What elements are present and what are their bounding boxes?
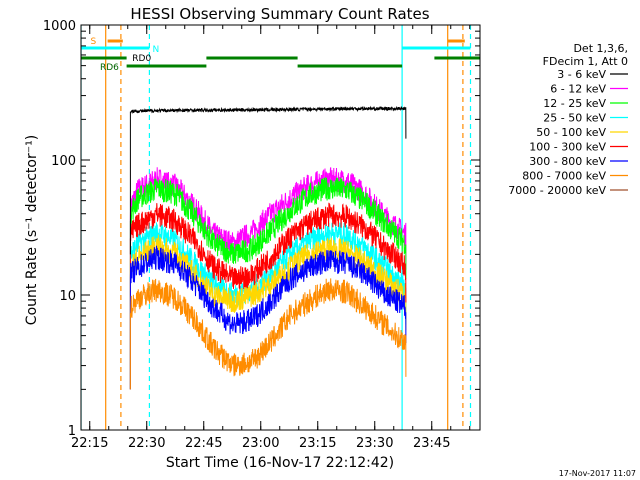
x-tick-label: 22:45 <box>185 436 222 451</box>
series-line-12-25keV <box>129 177 407 390</box>
x-tick-label: 23:30 <box>356 436 393 451</box>
footer-timestamp: 17-Nov-2017 11:07 <box>559 469 636 478</box>
series-line-800-7000keV <box>129 278 407 390</box>
legend-label: 800 - 7000 keV <box>522 170 606 183</box>
annotation-n: N <box>152 45 159 55</box>
x-tick-label: 22:30 <box>128 436 165 451</box>
legend-label: 6 - 12 keV <box>550 83 606 96</box>
y-tick-label: 100 <box>51 154 76 169</box>
legend-header: Det 1,3,6, <box>573 42 628 55</box>
x-tick-label: 22:15 <box>71 436 108 451</box>
legend-label: 100 - 300 keV <box>529 141 606 154</box>
legend-label: 300 - 800 keV <box>529 155 606 168</box>
x-tick-label: 23:00 <box>242 436 279 451</box>
x-tick-label: 23:45 <box>413 436 450 451</box>
annotation-rd6: RD6 <box>100 63 119 73</box>
y-tick-label: 1000 <box>43 19 76 34</box>
series-line-100-300keV <box>129 202 407 390</box>
annotation-s: S <box>91 37 97 47</box>
y-tick-label: 1 <box>68 424 76 439</box>
series-line-3-6keV <box>129 105 407 255</box>
y-axis-label: Count Rate (s⁻¹ detector⁻¹) <box>24 135 40 325</box>
legend-label: 3 - 6 keV <box>557 68 606 81</box>
legend-label: 25 - 50 keV <box>543 112 606 125</box>
x-tick-label: 23:15 <box>299 436 336 451</box>
legend-label: 7000 - 20000 keV <box>508 184 606 197</box>
legend-label: 12 - 25 keV <box>543 97 606 110</box>
x-axis-label: Start Time (16-Nov-17 22:12:42) <box>166 455 394 471</box>
y-tick-label: 10 <box>59 289 76 304</box>
series-line-300-800keV <box>129 245 407 390</box>
legend-header: FDecim 1, Att 0 <box>543 55 628 68</box>
plot-frame <box>80 24 481 431</box>
chart-title: HESSI Observing Summary Count Rates <box>130 5 429 23</box>
annotation-rd0: RD0 <box>132 54 151 64</box>
legend-label: 50 - 100 keV <box>536 126 606 139</box>
